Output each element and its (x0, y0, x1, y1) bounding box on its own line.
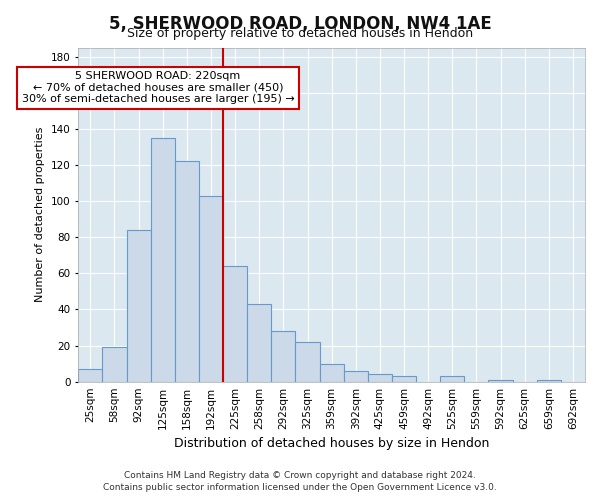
Bar (537, 380, 561, 382)
Bar (127, 230, 151, 382)
Bar (392, 376, 416, 382)
Bar (103, 348, 127, 382)
Y-axis label: Number of detached properties: Number of detached properties (35, 127, 46, 302)
X-axis label: Distribution of detached houses by size in Hendon: Distribution of detached houses by size … (174, 437, 490, 450)
Bar (271, 331, 295, 382)
Bar (368, 374, 392, 382)
Bar (199, 196, 223, 382)
Bar (79, 369, 103, 382)
Text: 5 SHERWOOD ROAD: 220sqm
← 70% of detached houses are smaller (450)
30% of semi-d: 5 SHERWOOD ROAD: 220sqm ← 70% of detache… (22, 71, 295, 104)
Text: 5, SHERWOOD ROAD, LONDON, NW4 1AE: 5, SHERWOOD ROAD, LONDON, NW4 1AE (109, 15, 491, 33)
Text: Contains HM Land Registry data © Crown copyright and database right 2024.
Contai: Contains HM Land Registry data © Crown c… (103, 471, 497, 492)
Bar (295, 342, 320, 382)
Bar (488, 380, 512, 382)
Bar (223, 266, 247, 382)
Text: Size of property relative to detached houses in Hendon: Size of property relative to detached ho… (127, 28, 473, 40)
Bar (344, 371, 368, 382)
Bar (320, 364, 344, 382)
Bar (151, 138, 175, 382)
Bar (440, 376, 464, 382)
Bar (247, 304, 271, 382)
Bar (175, 162, 199, 382)
